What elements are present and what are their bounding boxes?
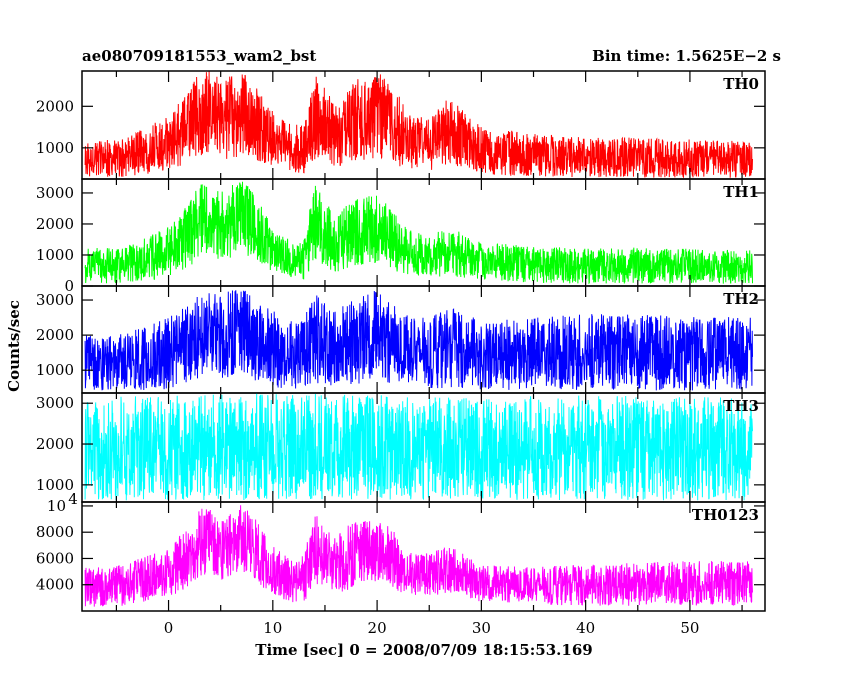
series-trace-th3 [84,393,753,501]
y-tick-label: 3000 [36,184,74,202]
panel-label-th3: TH3 [723,397,759,415]
y-tick-label: 2000 [36,97,74,115]
y-tick-label: 1000 [36,361,74,379]
y-tick-label: 8000 [36,523,74,541]
series-th3 [84,393,753,501]
bin-time-label: Bin time: 1.5625E−2 s [592,47,781,65]
series-trace-th1 [84,181,753,285]
series-trace-th0123 [84,505,753,607]
x-tick-label: 0 [164,619,174,637]
x-axis-label: Time [sec] 0 = 2008/07/09 18:15:53.169 [255,641,592,659]
y-tick-exponent: 4 [68,490,78,508]
y-tick-label: 1000 [36,139,74,157]
x-tick-label: 30 [472,619,491,637]
y-tick-label: 1000 [36,246,74,264]
y-tick-label: 1000 [36,476,74,494]
panel-label-th2: TH2 [723,290,759,308]
x-tick-label: 50 [680,619,699,637]
panel-label-th0123: TH0123 [692,506,759,524]
series-th0123 [84,505,753,607]
panel-frame-th0123 [81,501,766,612]
y-tick-label: 0 [64,277,74,295]
panels-group: 1000 2000 TH0 0 1000 2000 3000 TH1 1000 2000 3000 T… [36,70,766,637]
y-tick-label: 6000 [36,549,74,567]
y-tick-label: 2000 [36,215,74,233]
x-tick-label: 40 [576,619,595,637]
y-tick-label: 3000 [36,394,74,412]
series-th2 [84,290,753,391]
y-tick-label: 2000 [36,326,74,344]
series-th0 [84,71,753,178]
x-tick-label: 20 [368,619,387,637]
x-tick-label: 10 [263,619,282,637]
series-trace-th0 [84,71,753,178]
y-axis-label: Counts/sec [5,300,23,392]
panel-label-th1: TH1 [723,183,759,201]
panel-label-th0: TH0 [723,75,759,93]
y-tick-label: 3000 [36,291,74,309]
plot-title: ae080709181553_wam2_bst [82,47,316,65]
series-th1 [84,181,753,285]
y-tick-label: 2000 [36,435,74,453]
series-trace-th2 [84,290,753,391]
y-tick-label: 10 [47,497,66,515]
y-tick-label: 4000 [36,576,74,594]
